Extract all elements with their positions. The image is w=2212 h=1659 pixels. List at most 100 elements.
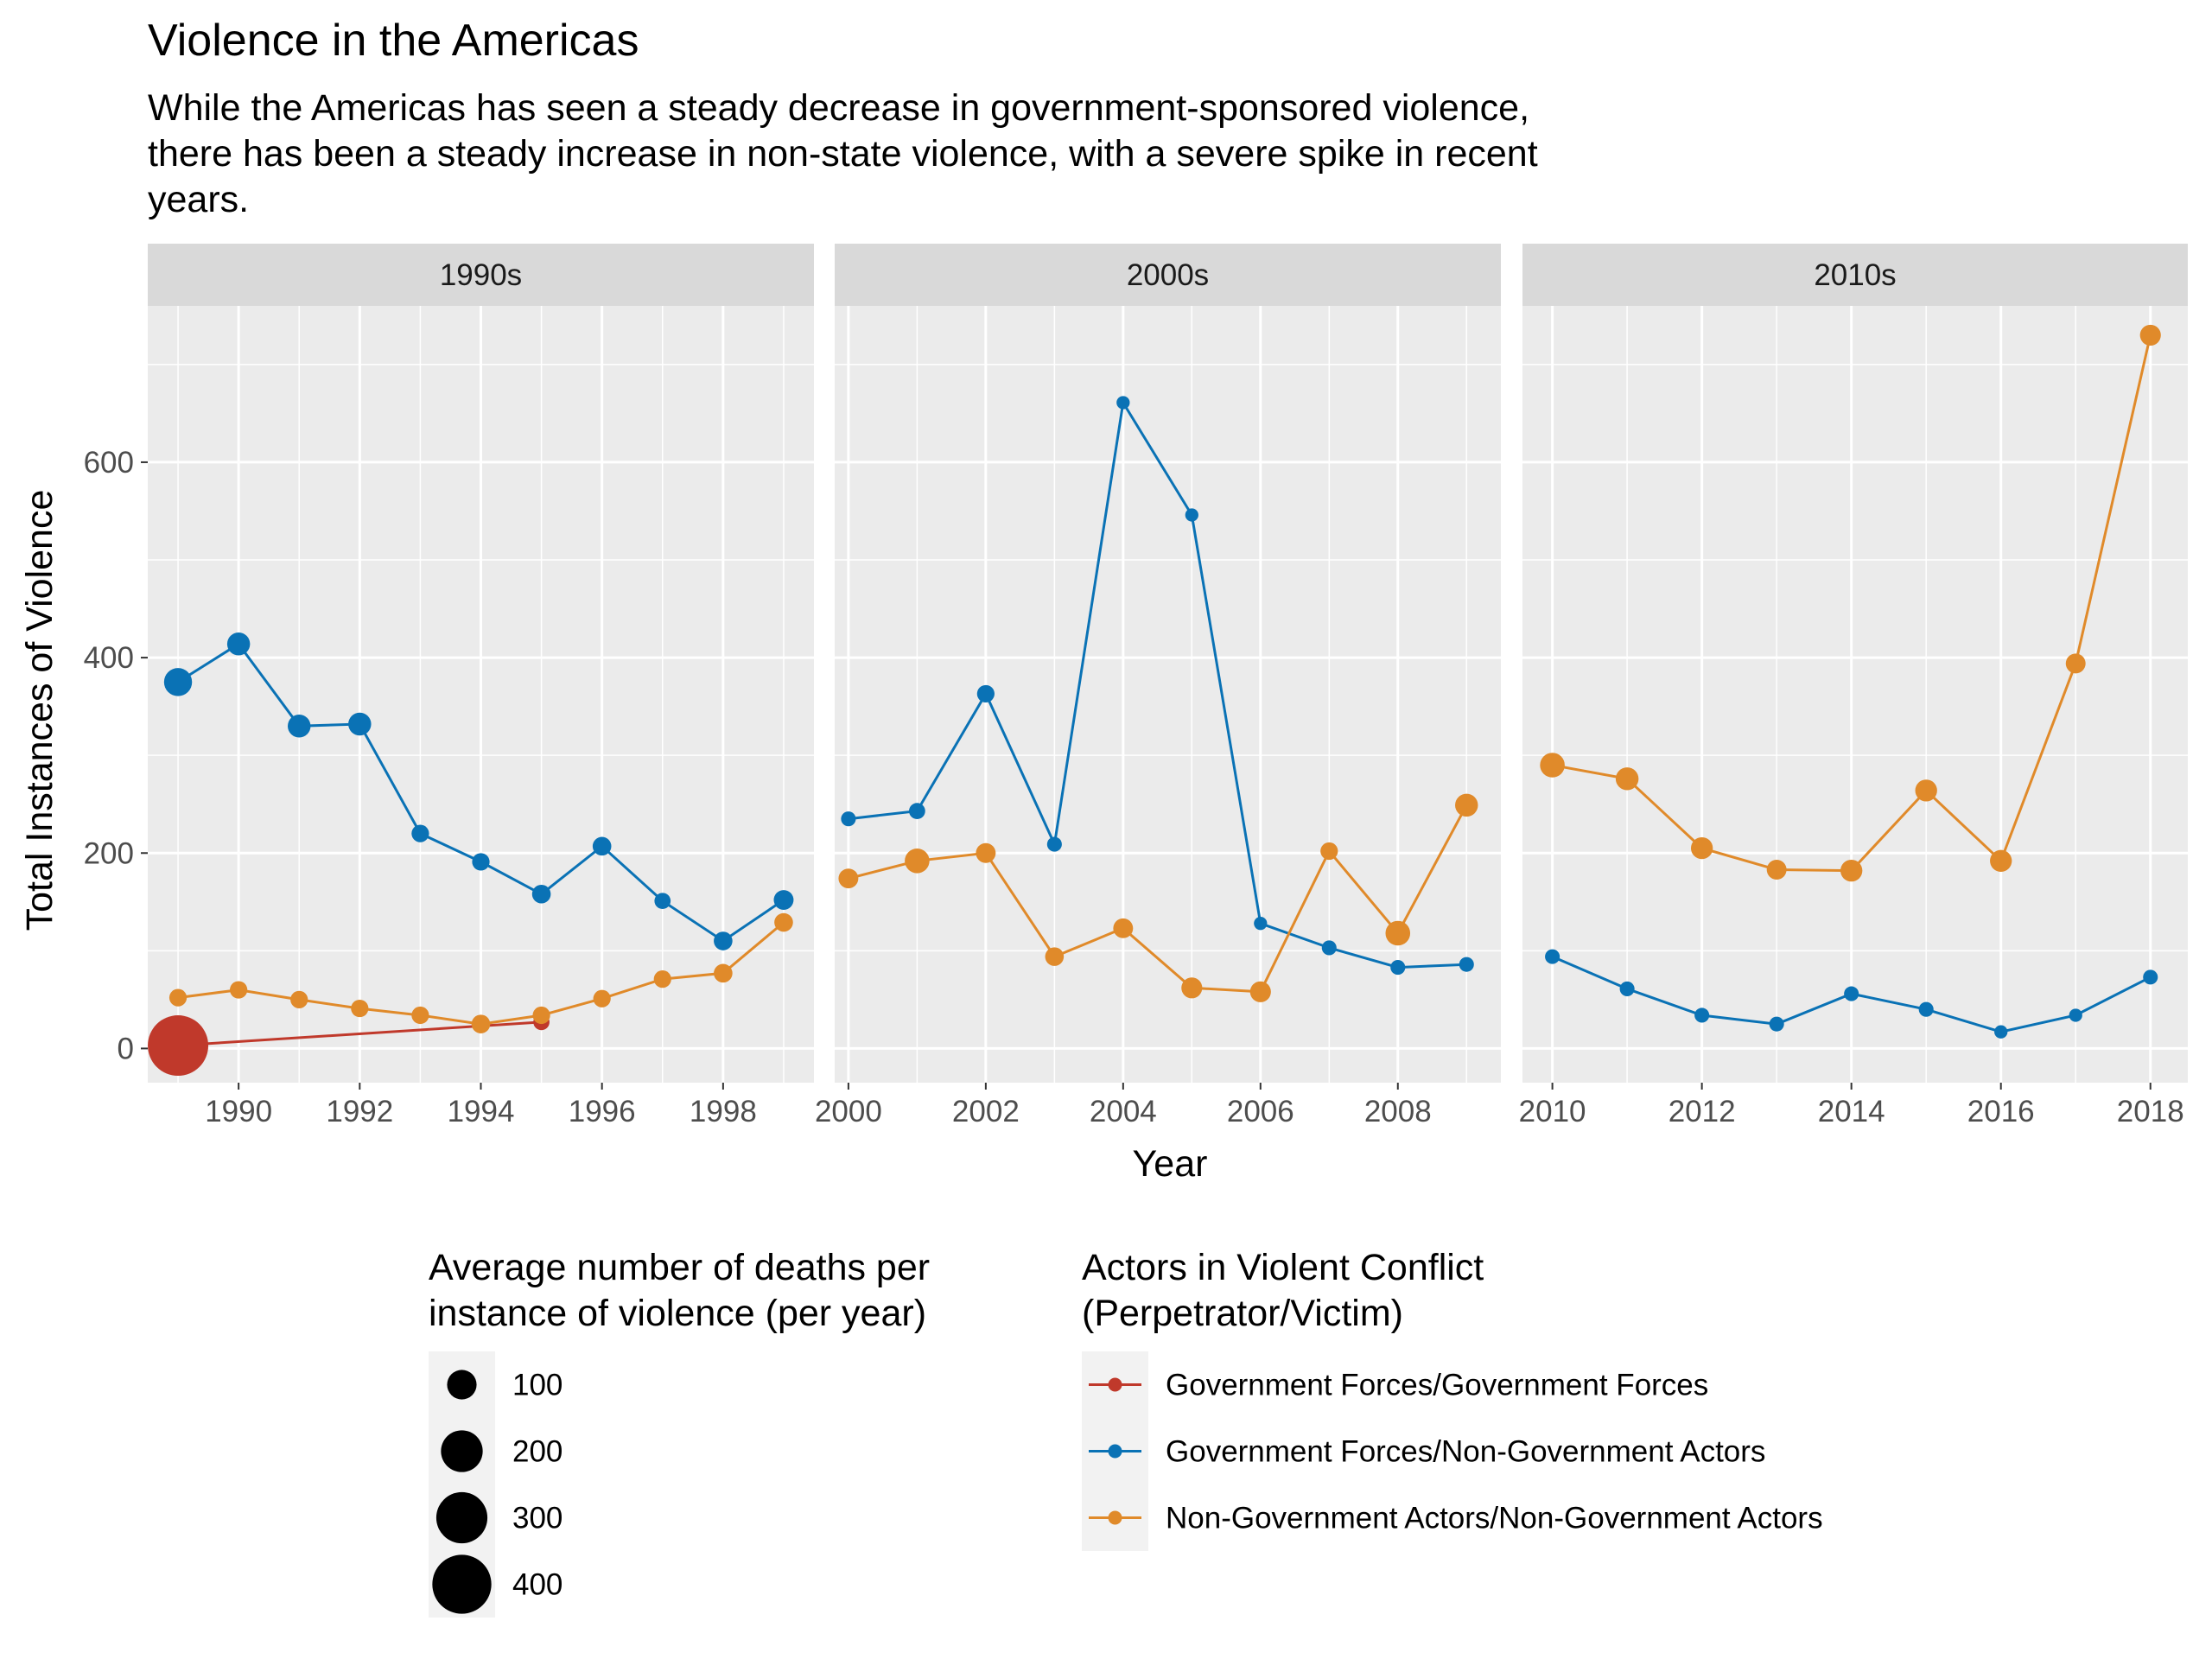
- color-legend-dot: [1108, 1510, 1122, 1525]
- size-legend: Average number of deaths per instance of…: [429, 1247, 930, 1618]
- series-line: [848, 804, 1468, 994]
- data-point: [714, 963, 733, 983]
- color-legend-title-line-1: Actors in Violent Conflict: [1082, 1247, 1484, 1288]
- data-point: [1113, 918, 1134, 938]
- y-axis-title: Total Instances of Violence: [19, 490, 60, 931]
- data-point: [471, 1014, 491, 1033]
- size-legend-title-line-1: Average number of deaths per: [429, 1247, 930, 1288]
- data-point: [1455, 793, 1478, 817]
- color-legend-title-line-2: (Perpetrator/Victim): [1082, 1293, 1403, 1334]
- data-point: [411, 1006, 429, 1025]
- x-tick-label: 2008: [1364, 1095, 1432, 1128]
- data-point: [290, 990, 308, 1008]
- data-point: [2069, 1008, 2082, 1022]
- size-legend-label: 300: [512, 1502, 563, 1535]
- data-point: [1390, 960, 1406, 976]
- data-point: [1385, 920, 1411, 946]
- data-point: [1840, 859, 1863, 882]
- color-legend-label: Government Forces/Government Forces: [1166, 1369, 1708, 1402]
- chart-title: Violence in the Americas: [148, 16, 639, 66]
- x-tick-label: 2002: [952, 1095, 1020, 1128]
- data-point: [909, 803, 925, 819]
- data-point: [531, 884, 551, 904]
- color-legend-label: Non-Government Actors/Non-Government Act…: [1166, 1502, 1823, 1535]
- x-tick-label: 2004: [1090, 1095, 1157, 1128]
- x-tick-label: 2012: [1669, 1095, 1736, 1128]
- data-point: [1615, 767, 1639, 791]
- facet-strip: [835, 244, 1501, 306]
- size-legend-dot: [435, 1491, 488, 1544]
- data-point: [653, 970, 671, 988]
- data-point: [411, 824, 429, 842]
- data-point: [1990, 849, 2012, 872]
- x-tick-label: 2018: [2117, 1095, 2184, 1128]
- data-point: [838, 868, 859, 889]
- y-tick-label: 0: [118, 1032, 134, 1065]
- size-legend-keys: 100 200 300 400: [429, 1351, 563, 1618]
- size-legend-title-line-2: instance of violence (per year): [429, 1293, 926, 1334]
- data-point: [1994, 1025, 2008, 1039]
- data-point: [1249, 981, 1271, 1002]
- facet-panel-2010s: 2010s 2010 2012 2014 2016 2018: [1519, 244, 2188, 1128]
- data-point: [841, 811, 856, 827]
- data-point: [1321, 940, 1337, 956]
- series-line: [848, 398, 1467, 969]
- series-2: [163, 632, 794, 950]
- data-point: [1844, 986, 1859, 1001]
- x-tick-label: 1996: [569, 1095, 636, 1128]
- color-legend-label: Government Forces/Non-Government Actors: [1166, 1435, 1765, 1469]
- data-point: [1185, 508, 1198, 522]
- size-legend-dot: [441, 1430, 483, 1472]
- data-point: [976, 842, 996, 863]
- size-legend-dot: [432, 1554, 492, 1614]
- data-point: [2139, 324, 2161, 346]
- data-point: [1540, 753, 1565, 778]
- size-legend-dot: [447, 1370, 477, 1400]
- series-3: [1540, 324, 2161, 882]
- data-point: [905, 849, 930, 874]
- facet-strip-label: 1990s: [440, 258, 522, 292]
- data-point: [976, 684, 995, 703]
- x-tick-label: 1998: [690, 1095, 757, 1128]
- data-point: [226, 632, 251, 656]
- data-point: [714, 931, 733, 950]
- data-point: [774, 912, 793, 932]
- chart-subtitle-line-1: While the Americas has seen a steady dec…: [148, 87, 1529, 129]
- data-point: [1116, 396, 1130, 410]
- chart-subtitle-line-3: years.: [148, 179, 249, 220]
- x-tick-label: 2006: [1227, 1095, 1294, 1128]
- data-point: [1915, 779, 1937, 802]
- x-tick-label: 2016: [1967, 1095, 2035, 1128]
- x-tick-label: 2014: [1818, 1095, 1885, 1128]
- data-point: [1766, 860, 1787, 880]
- x-axis-title: Year: [1133, 1143, 1208, 1185]
- size-legend-label: 200: [512, 1435, 563, 1469]
- data-point: [287, 715, 311, 738]
- facet-strip-label: 2010s: [1814, 258, 1896, 292]
- size-legend-label: 400: [512, 1568, 563, 1602]
- data-point: [230, 981, 248, 999]
- data-point: [1918, 1001, 1934, 1017]
- data-point: [1045, 947, 1065, 966]
- size-legend-label: 100: [512, 1369, 563, 1402]
- data-point: [1690, 836, 1713, 860]
- facet-panel-2000s: 2000s 2000 2002 2004 2006 2008: [815, 244, 1501, 1128]
- series-2: [1545, 949, 2158, 1039]
- data-point: [1254, 917, 1268, 931]
- color-legend-dot: [1108, 1377, 1122, 1392]
- facet-panel-1990s: 1990s 1990 1992 1994 1996 1998 0 200 400 600: [84, 244, 814, 1128]
- color-legend: Actors in Violent Conflict (Perpetrator/…: [1082, 1247, 1823, 1551]
- series-2: [841, 396, 1474, 976]
- y-tick-label: 600: [84, 446, 134, 480]
- data-point: [351, 999, 369, 1018]
- data-point: [168, 988, 188, 1007]
- series-3: [168, 912, 793, 1033]
- color-legend-dot: [1108, 1444, 1122, 1459]
- x-tick-label: 1992: [326, 1095, 393, 1128]
- data-point: [654, 893, 671, 910]
- data-point: [1694, 1007, 1710, 1023]
- data-point: [592, 836, 612, 856]
- facet-strip: [148, 244, 814, 306]
- chart-subtitle-line-2: there has been a steady increase in non-…: [148, 133, 1538, 175]
